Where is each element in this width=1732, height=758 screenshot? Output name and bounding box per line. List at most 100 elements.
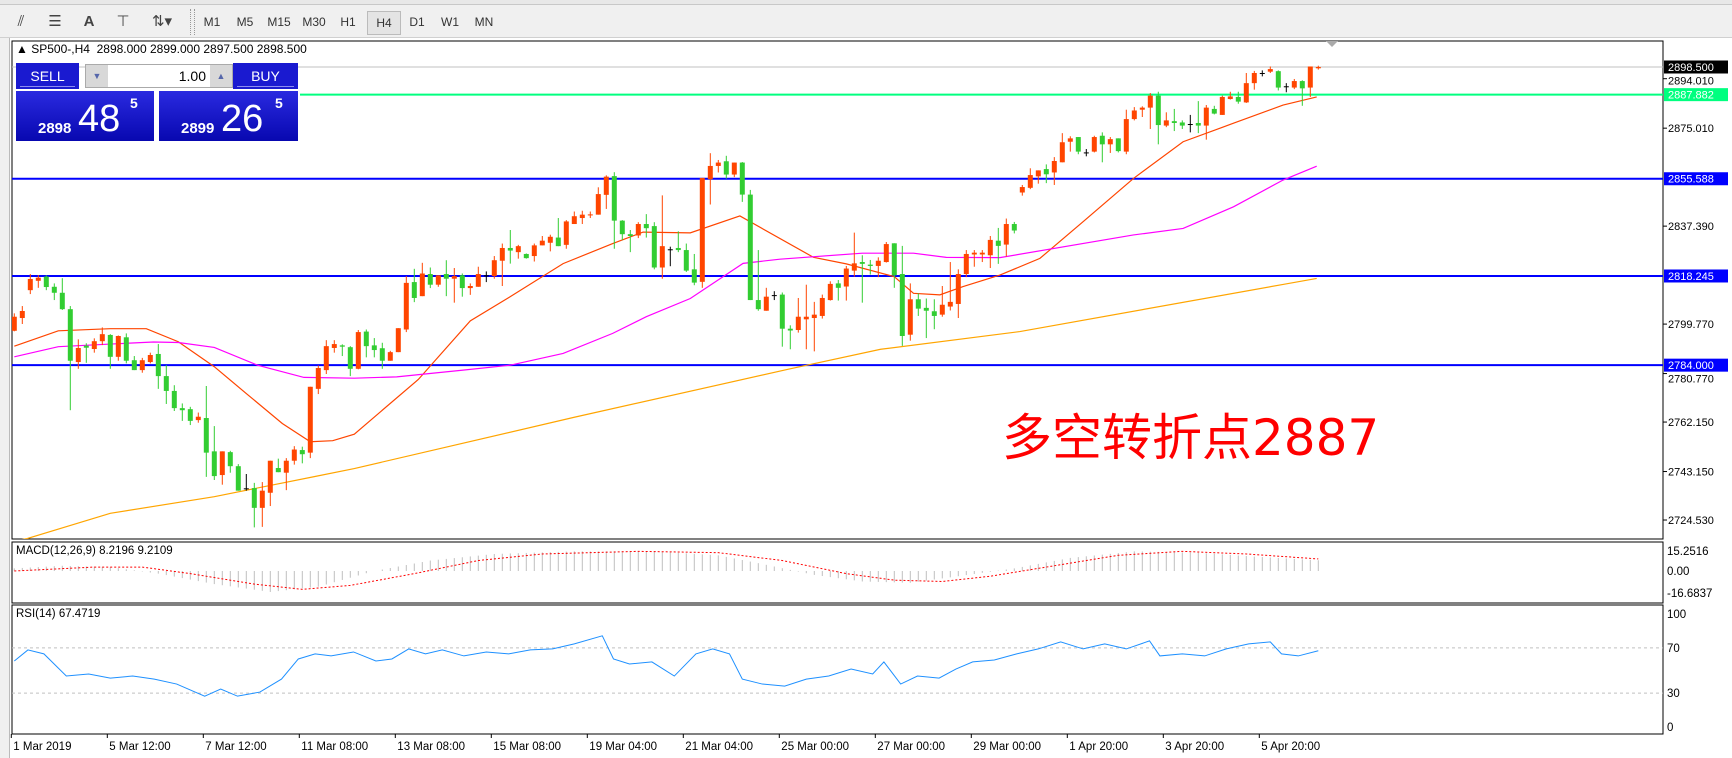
candle-body xyxy=(203,418,209,453)
text-icon[interactable]: A xyxy=(83,13,95,30)
candle-body xyxy=(323,346,329,371)
price-tag-bg xyxy=(1664,172,1728,186)
candle-body xyxy=(443,274,449,279)
lot-increase-button[interactable]: ▲ xyxy=(210,65,232,87)
candle-body xyxy=(1131,110,1137,120)
candle-body xyxy=(1003,224,1009,245)
lot-value[interactable]: 1.00 xyxy=(178,68,206,84)
candle-body xyxy=(427,274,433,285)
candle-body xyxy=(1275,71,1281,88)
candle xyxy=(651,222,657,270)
timeframe-h4[interactable]: H4 xyxy=(367,11,401,35)
candle-body xyxy=(131,360,137,371)
chart-annotation[interactable]: 多空转折点2887 xyxy=(1002,409,1380,467)
candle xyxy=(219,451,225,485)
ohlc-label: 2898.000 2899.000 2897.500 2898.500 xyxy=(96,42,307,56)
collapse-triangle-icon[interactable]: ▲ xyxy=(16,42,32,56)
time-axis-label: 11 Mar 08:00 xyxy=(301,741,368,753)
candle-body xyxy=(483,275,489,277)
candle xyxy=(1099,132,1105,163)
candle xyxy=(995,227,1001,264)
candle xyxy=(171,385,177,411)
candle xyxy=(1163,112,1169,128)
candle xyxy=(627,230,633,253)
price-tag-label: 2784.000 xyxy=(1668,360,1714,372)
candle-body xyxy=(435,275,441,285)
elliott-wave-icon[interactable]: ⫽ xyxy=(17,13,25,30)
sell-price-box[interactable]: 2898 48 5 xyxy=(16,91,154,141)
candle-body xyxy=(667,249,673,251)
price-axis-label: 2837.390 xyxy=(1668,221,1714,233)
candle-body xyxy=(491,260,497,277)
candle-body xyxy=(683,250,689,271)
timeframe-m30[interactable]: M30 xyxy=(302,15,326,29)
candle-body xyxy=(275,468,281,473)
candle-body xyxy=(739,162,745,195)
candle-body xyxy=(35,277,41,281)
fibonacci-icon[interactable]: ☰ xyxy=(48,13,62,30)
candle xyxy=(19,306,25,325)
candle-body xyxy=(1187,124,1193,126)
timeframe-m1[interactable]: M1 xyxy=(203,15,221,29)
sell-price-prefix: 2898 xyxy=(38,120,72,137)
time-axis-label: 13 Mar 08:00 xyxy=(397,741,465,753)
candle-body xyxy=(171,390,177,409)
timeframe-d1[interactable]: D1 xyxy=(409,15,425,29)
candle xyxy=(211,426,217,480)
candle xyxy=(811,301,817,352)
candle xyxy=(747,189,753,301)
candle-body xyxy=(91,341,97,350)
candle-body xyxy=(571,216,577,225)
candle xyxy=(931,299,937,330)
candle xyxy=(131,356,137,371)
candle xyxy=(347,346,353,377)
candle xyxy=(427,267,433,289)
candle xyxy=(1235,91,1241,104)
lot-size-field[interactable]: ▼ 1.00 ▲ xyxy=(85,64,233,88)
candle xyxy=(235,464,241,491)
arrows-icon[interactable]: ⇅▾ xyxy=(151,13,173,30)
timeframe-w1[interactable]: W1 xyxy=(441,15,459,29)
candle-body xyxy=(179,408,185,411)
sell-button[interactable]: SELL xyxy=(16,63,79,89)
candle xyxy=(115,335,121,361)
candle xyxy=(403,276,409,333)
candle-body xyxy=(523,253,529,259)
candle-body xyxy=(1291,81,1297,88)
candle-body xyxy=(579,214,585,219)
candle-body xyxy=(1099,135,1105,145)
candle xyxy=(795,297,801,333)
candle xyxy=(459,273,465,297)
price-axis-label: 2762.150 xyxy=(1668,417,1714,429)
candle xyxy=(1123,109,1129,155)
candle-body xyxy=(763,296,769,311)
candle-body xyxy=(907,299,913,335)
timeframe-m15[interactable]: M15 xyxy=(267,15,291,29)
candle-body xyxy=(475,274,481,287)
candle xyxy=(419,262,425,297)
buy-price-box[interactable]: 2899 26 5 xyxy=(159,91,298,141)
candle xyxy=(1059,133,1065,163)
text-label-icon[interactable]: ⊤ xyxy=(116,13,130,30)
rsi-axis-label: 30 xyxy=(1667,688,1680,700)
candle xyxy=(1267,66,1273,73)
candle xyxy=(851,232,857,277)
buy-button[interactable]: BUY xyxy=(233,63,298,89)
lot-decrease-button[interactable]: ▼ xyxy=(86,65,108,87)
price-tag-label: 2887.882 xyxy=(1668,90,1714,102)
symbol-label: SP500-,H4 xyxy=(31,42,90,56)
candle xyxy=(555,218,561,247)
moving-average-ma_slow xyxy=(21,277,1317,539)
chart-window xyxy=(10,38,1732,758)
candle-body xyxy=(1307,66,1313,88)
candle xyxy=(363,329,369,358)
time-axis-label: 19 Mar 04:00 xyxy=(589,741,657,753)
buy-price-prefix: 2899 xyxy=(181,120,215,137)
candle-body xyxy=(1283,86,1289,88)
timeframe-m5[interactable]: M5 xyxy=(236,15,254,29)
candle xyxy=(779,292,785,347)
candle-body xyxy=(43,276,49,288)
timeframe-mn[interactable]: MN xyxy=(474,15,494,29)
timeframe-h1[interactable]: H1 xyxy=(340,15,356,29)
